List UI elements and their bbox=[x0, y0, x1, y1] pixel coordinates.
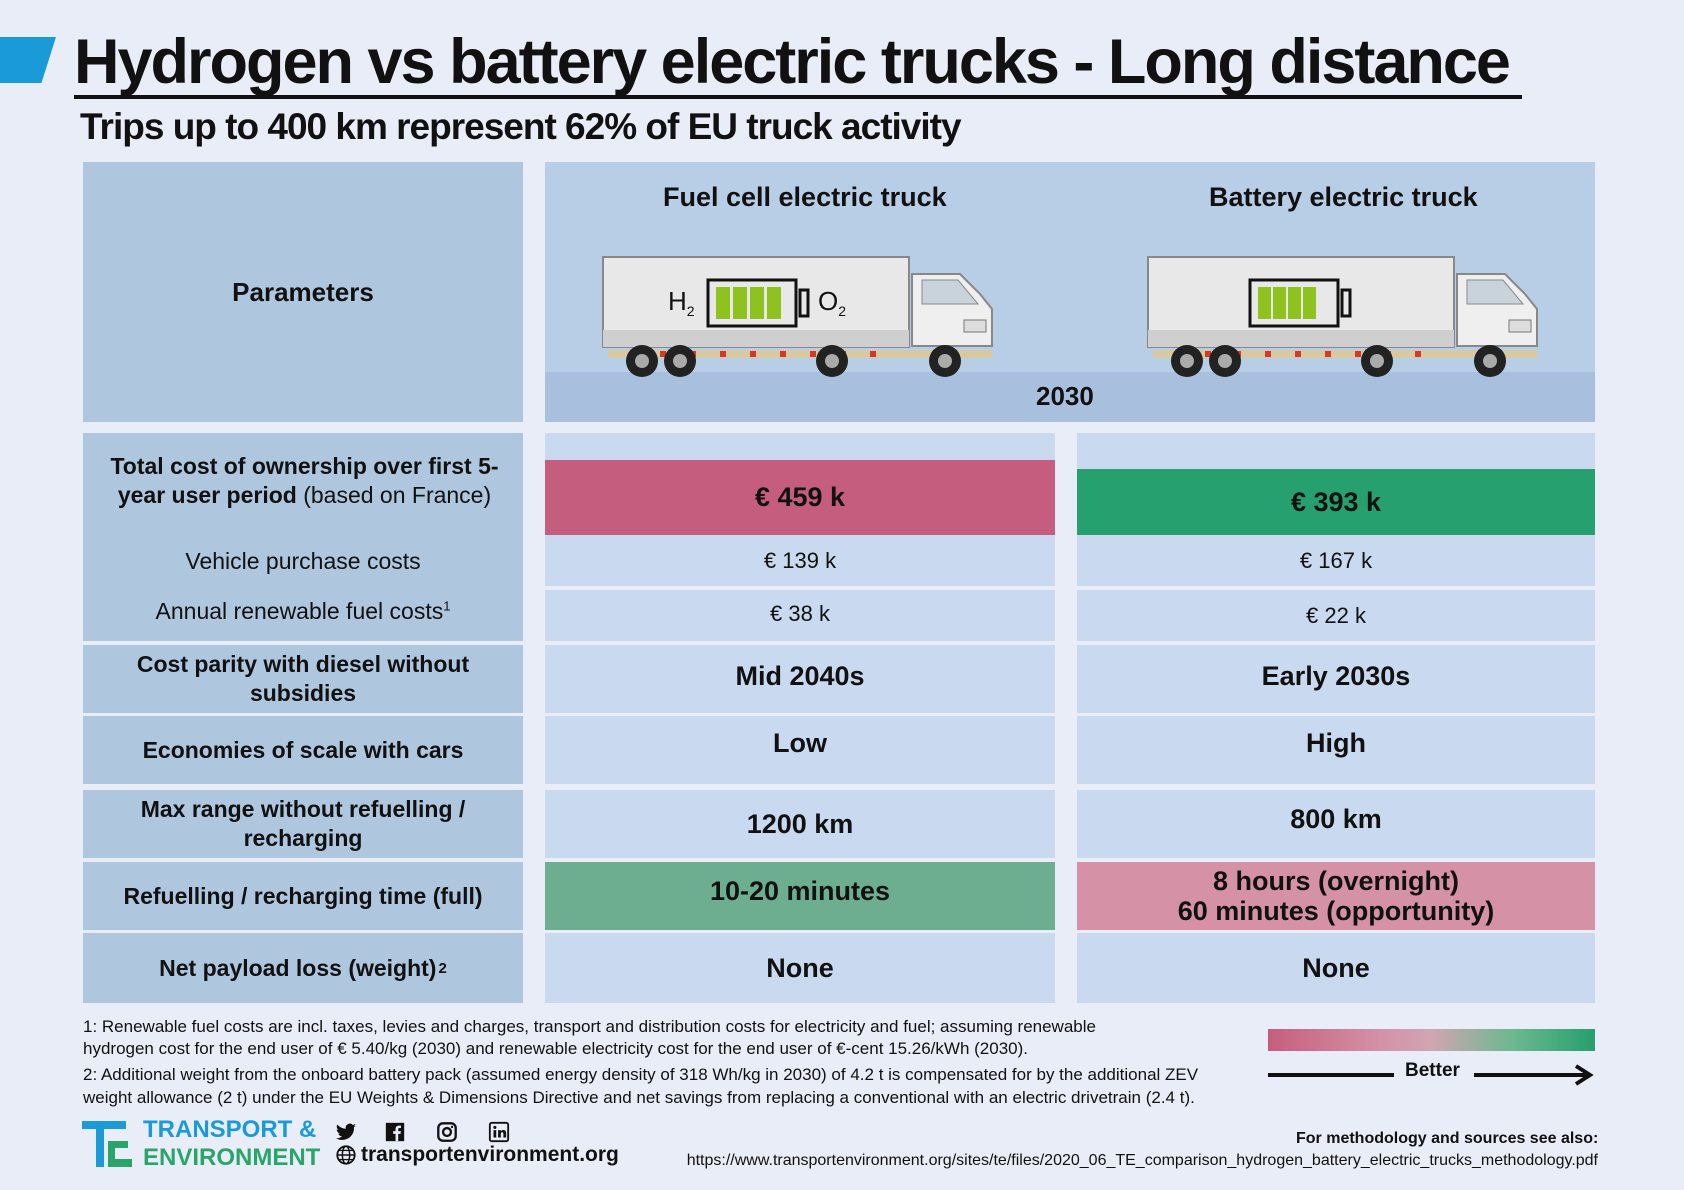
bev-scale-text: High bbox=[1306, 728, 1366, 758]
globe-icon bbox=[336, 1145, 356, 1165]
refuel-param: Refuelling / recharging time (full) bbox=[83, 862, 523, 930]
range-label: Max range without refuelling / rechargin… bbox=[140, 796, 466, 851]
bev-scale-value: High bbox=[1077, 716, 1595, 784]
sources-url[interactable]: https://www.transportenvironment.org/sit… bbox=[686, 1152, 1598, 1169]
h2-subscript: 2 bbox=[686, 303, 695, 320]
o2-subscript: 2 bbox=[838, 303, 847, 320]
fcev-refuel-text: 10-20 minutes bbox=[709, 876, 891, 906]
page-title: Hydrogen vs battery electric trucks - Lo… bbox=[74, 27, 1511, 97]
page-subtitle: Trips up to 400 km represent 62% of EU t… bbox=[80, 106, 962, 147]
fuel-cell-truck-illustration bbox=[602, 256, 993, 377]
fcev-fuel-value: € 38 k bbox=[545, 590, 1055, 638]
website-link[interactable]: transportenvironment.org bbox=[361, 1143, 619, 1166]
linkedin-icon[interactable] bbox=[488, 1121, 510, 1143]
bev-range-value: 800 km bbox=[1077, 790, 1595, 858]
fcev-refuel-value: 10-20 minutes bbox=[545, 862, 1055, 930]
road-band bbox=[545, 372, 1595, 422]
tco-label-bold: Total cost of ownership over first 5-yea… bbox=[110, 453, 499, 508]
bev-tco-value: € 393 k bbox=[1077, 469, 1595, 535]
footnote-1-line2: hydrogen cost for the end user of € 5.40… bbox=[83, 1039, 1028, 1058]
parameters-header-label: Parameters bbox=[232, 276, 374, 307]
title-underline bbox=[74, 95, 1522, 99]
range-param: Max range without refuelling / rechargin… bbox=[83, 790, 523, 858]
fcev-payload-text: None bbox=[766, 952, 834, 983]
year-label: 2030 bbox=[1036, 381, 1094, 411]
payload-param: Net payload loss (weight) 2 bbox=[83, 933, 523, 1003]
te-logo-icon bbox=[82, 1121, 132, 1167]
bev-refuel-line1: 8 hours (overnight) bbox=[1212, 866, 1459, 896]
fcev-parity-value: Mid 2040s bbox=[545, 645, 1055, 713]
bev-refuel-value: 8 hours (overnight) 60 minutes (opportun… bbox=[1077, 862, 1595, 930]
bev-parity-value: Early 2030s bbox=[1077, 645, 1595, 713]
fcev-range-value: 1200 km bbox=[545, 790, 1055, 858]
tco-label-rest: (based on France) bbox=[296, 482, 492, 508]
twitter-icon[interactable] bbox=[335, 1121, 357, 1143]
fcev-purchase-text: € 139 k bbox=[763, 547, 837, 573]
title-accent-tab bbox=[0, 37, 56, 83]
bev-tco-text: € 393 k bbox=[1290, 486, 1382, 517]
footnote-2-line1: 2: Additional weight from the onboard ba… bbox=[83, 1065, 1199, 1084]
fcev-payload-value: None bbox=[545, 933, 1055, 1003]
fcev-tco-text: € 459 k bbox=[754, 482, 846, 512]
refuel-label: Refuelling / recharging time (full) bbox=[123, 882, 483, 909]
footnote-2-line2: weight allowance (2 t) under the EU Weig… bbox=[83, 1088, 1195, 1107]
better-gradient-bar bbox=[1268, 1029, 1595, 1051]
bev-purchase-value: € 167 k bbox=[1077, 538, 1595, 583]
fcev-o2-label: O2 bbox=[818, 286, 846, 319]
bev-parity-text: Early 2030s bbox=[1261, 661, 1411, 691]
facebook-icon[interactable] bbox=[384, 1121, 406, 1143]
parameters-header: Parameters bbox=[83, 162, 523, 422]
scale-param: Economies of scale with cars bbox=[83, 716, 523, 784]
bev-refuel-line2: 60 minutes (opportunity) bbox=[1177, 896, 1495, 926]
fuel-label-text: Annual renewable fuel costs bbox=[155, 598, 444, 624]
fcev-parity-text: Mid 2040s bbox=[735, 661, 865, 691]
bev-fuel-value: € 22 k bbox=[1077, 592, 1595, 640]
tco-label: Total cost of ownership over first 5-yea… bbox=[92, 452, 517, 510]
logo-line1: TRANSPORT & bbox=[143, 1116, 317, 1143]
parity-param: Cost parity with diesel without subsidie… bbox=[83, 645, 523, 713]
fuel-label: Annual renewable fuel costs1 bbox=[83, 598, 523, 625]
h2-letter: H bbox=[668, 286, 687, 316]
battery-truck-illustration bbox=[1147, 256, 1538, 377]
sources-label: For methodology and sources see also: bbox=[1296, 1130, 1599, 1147]
better-label: Better bbox=[1405, 1060, 1460, 1081]
fcev-purchase-value: € 139 k bbox=[545, 538, 1055, 583]
footnote-1-line1: 1: Renewable fuel costs are incl. taxes,… bbox=[83, 1017, 1096, 1036]
bev-payload-value: None bbox=[1077, 933, 1595, 1003]
bev-tco-strip bbox=[1077, 433, 1595, 641]
col-title-fcev: Fuel cell electric truck bbox=[663, 182, 947, 212]
fcev-sep-1 bbox=[545, 586, 1055, 590]
bev-range-text: 800 km bbox=[1290, 804, 1382, 834]
fcev-scale-text: Low bbox=[773, 728, 827, 758]
logo-line2: ENVIRONMENT bbox=[143, 1144, 321, 1171]
bev-payload-text: None bbox=[1302, 952, 1370, 983]
te-logo-text: TRANSPORT & ENVIRONMENT bbox=[143, 1116, 320, 1172]
scale-label: Economies of scale with cars bbox=[142, 736, 464, 763]
fcev-range-text: 1200 km bbox=[746, 808, 854, 839]
fcev-scale-value: Low bbox=[545, 716, 1055, 784]
bev-purchase-text: € 167 k bbox=[1299, 547, 1373, 573]
bev-fuel-text: € 22 k bbox=[1306, 603, 1366, 628]
fuel-footnote-ref: 1 bbox=[443, 598, 451, 614]
better-arrow-icon bbox=[1268, 1064, 1594, 1086]
purchase-label: Vehicle purchase costs bbox=[185, 548, 421, 574]
fcev-fuel-text: € 38 k bbox=[770, 601, 830, 626]
o2-letter: O bbox=[818, 286, 839, 316]
col-title-bev: Battery electric truck bbox=[1209, 182, 1478, 212]
tco-param-block bbox=[83, 433, 523, 641]
fcev-tco-value: € 459 k bbox=[545, 460, 1055, 535]
bev-sep-1 bbox=[1077, 586, 1595, 590]
parity-label: Cost parity with diesel without subsidie… bbox=[136, 651, 470, 706]
payload-label: Net payload loss (weight) bbox=[159, 954, 437, 981]
fcev-h2-label: H2 bbox=[668, 286, 695, 319]
payload-footnote-ref: 2 bbox=[438, 959, 447, 977]
instagram-icon[interactable] bbox=[436, 1121, 458, 1143]
